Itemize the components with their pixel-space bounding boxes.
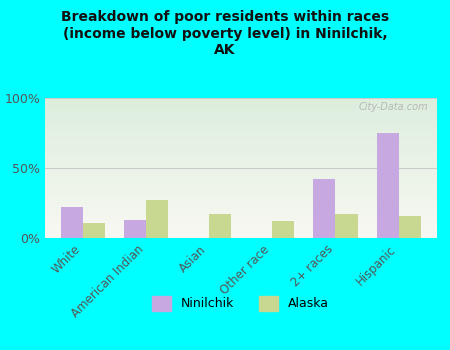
Text: City-Data.com: City-Data.com	[359, 102, 429, 112]
Bar	[313, 179, 335, 238]
Bar	[83, 223, 105, 238]
Bar	[124, 220, 146, 238]
Legend: Ninilchik, Alaska: Ninilchik, Alaska	[147, 290, 334, 316]
Bar	[272, 221, 294, 238]
Bar	[61, 207, 83, 238]
Bar	[335, 214, 358, 238]
Text: Breakdown of poor residents within races
(income below poverty level) in Ninilch: Breakdown of poor residents within races…	[61, 10, 389, 57]
Bar	[146, 200, 168, 238]
Bar	[209, 214, 231, 238]
Bar	[377, 133, 399, 238]
Bar	[399, 216, 421, 238]
